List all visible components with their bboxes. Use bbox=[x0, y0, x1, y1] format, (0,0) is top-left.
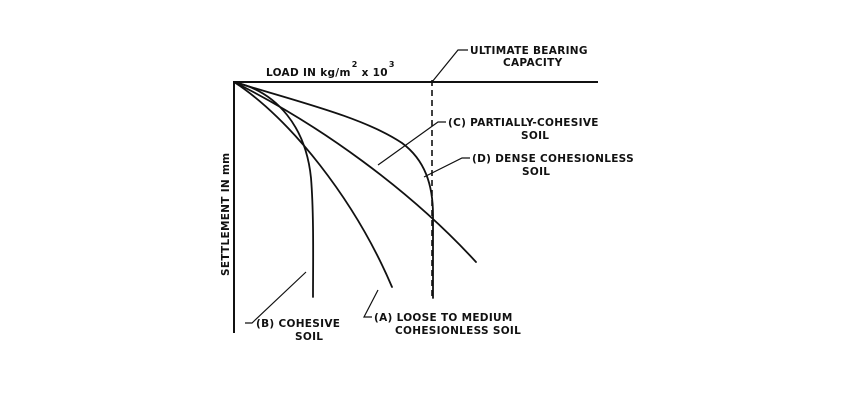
curve-b-leader bbox=[245, 271, 307, 324]
ultimate-label-line1: ULTIMATE BEARING bbox=[470, 45, 588, 57]
curve-c-label-line2: SOIL bbox=[521, 130, 549, 142]
annotations: ULTIMATE BEARING CAPACITY (C) PARTIALLY-… bbox=[256, 45, 634, 343]
curve-c-leader bbox=[377, 121, 446, 166]
curve-b-label-line2: SOIL bbox=[295, 331, 323, 343]
curve-b-cohesive-soil bbox=[233, 81, 315, 298]
x-axis-label-unit: LOAD IN kg/m bbox=[266, 67, 351, 79]
curves bbox=[233, 81, 477, 299]
curve-d-label-line2: SOIL bbox=[522, 166, 550, 178]
ultimate-leader bbox=[431, 49, 468, 83]
x-axis-label: LOAD IN kg/m2 x 103 bbox=[266, 60, 395, 79]
curve-a-leader bbox=[363, 289, 379, 318]
x-axis-label-sup2: 3 bbox=[389, 60, 395, 69]
curve-d-label-line1: (D) DENSE COHESIONLESS bbox=[472, 153, 634, 165]
curve-a-label-line2: COHESIONLESS SOIL bbox=[395, 325, 521, 337]
curve-c-partially-cohesive-soil bbox=[233, 81, 477, 263]
leader-lines bbox=[245, 49, 470, 324]
ultimate-label-line2: CAPACITY bbox=[503, 57, 563, 69]
x-axis-label-sup1: 2 bbox=[352, 60, 358, 69]
y-axis-label: SETTLEMENT IN mm bbox=[220, 153, 232, 276]
axes bbox=[233, 81, 598, 333]
curve-b-label-line1: (B) COHESIVE bbox=[256, 318, 340, 330]
curve-c-label-line1: (C) PARTIALLY-COHESIVE bbox=[448, 117, 599, 129]
curve-a-loose-to-medium-cohesionless-soil bbox=[233, 81, 393, 288]
curve-d-leader bbox=[423, 157, 470, 178]
x-axis-label-mid: x 10 bbox=[362, 67, 388, 79]
curve-d-dense-cohesionless-soil bbox=[233, 81, 434, 299]
curve-a-label-line1: (A) LOOSE TO MEDIUM bbox=[374, 312, 513, 324]
